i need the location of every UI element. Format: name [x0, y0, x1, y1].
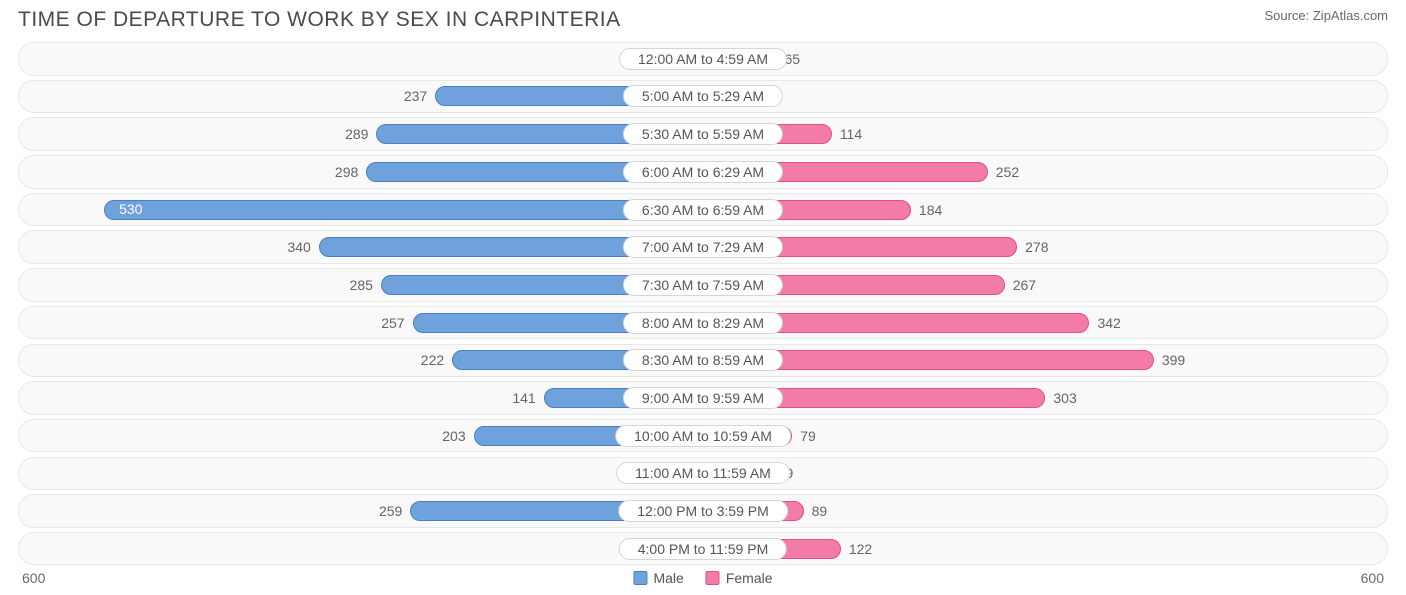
female-value: 267	[1005, 277, 1044, 293]
chart-row: 146512:00 AM to 4:59 AM	[18, 42, 1388, 76]
legend-swatch-female	[706, 571, 720, 585]
category-label: 5:30 AM to 5:59 AM	[623, 123, 783, 145]
male-value: 141	[504, 390, 543, 406]
legend-item-male: Male	[633, 570, 683, 586]
male-value: 237	[396, 88, 435, 104]
legend-swatch-male	[633, 571, 647, 585]
category-label: 6:00 AM to 6:29 AM	[623, 161, 783, 183]
female-value: 303	[1045, 390, 1084, 406]
category-label: 9:00 AM to 9:59 AM	[623, 387, 783, 409]
chart-title: TIME OF DEPARTURE TO WORK BY SEX IN CARP…	[18, 8, 621, 32]
male-value: 530	[111, 201, 150, 217]
male-value: 222	[413, 352, 452, 368]
chart-row: 259 89 12:00 PM to 3:59 PM	[18, 494, 1388, 528]
chart-row: 289 114 5:30 AM to 5:59 AM	[18, 117, 1388, 151]
male-value: 298	[327, 164, 366, 180]
chart-row: 141 303 9:00 AM to 9:59 AM	[18, 381, 1388, 415]
female-value: 89	[804, 503, 836, 519]
male-value: 289	[337, 126, 376, 142]
chart-row: 530 184 6:30 AM to 6:59 AM	[18, 193, 1388, 227]
female-value: 399	[1154, 352, 1193, 368]
male-value: 285	[342, 277, 381, 293]
female-value: 342	[1089, 315, 1128, 331]
legend: Male Female	[633, 570, 772, 586]
category-label: 11:00 AM to 11:59 AM	[616, 462, 790, 484]
legend-item-female: Female	[706, 570, 773, 586]
axis-max-right: 600	[1361, 570, 1384, 586]
category-label: 4:00 PM to 11:59 PM	[619, 538, 787, 560]
category-label: 6:30 AM to 6:59 AM	[623, 199, 783, 221]
chart-row: 261224:00 PM to 11:59 PM	[18, 532, 1388, 566]
chart-row: 237455:00 AM to 5:29 AM	[18, 80, 1388, 114]
category-label: 7:30 AM to 7:59 AM	[623, 274, 783, 296]
diverging-bar-chart: 146512:00 AM to 4:59 AM 237455:00 AM to 5…	[18, 42, 1388, 565]
female-value: 184	[911, 202, 950, 218]
x-axis: 600 Male Female 600	[18, 570, 1388, 586]
male-value: 340	[279, 239, 318, 255]
chart-row: 165911:00 AM to 11:59 AM	[18, 457, 1388, 491]
female-value: 114	[832, 126, 870, 142]
category-label: 8:00 AM to 8:29 AM	[623, 312, 783, 334]
female-value: 122	[841, 541, 880, 557]
male-value: 257	[373, 315, 412, 331]
chart-row: 257 342 8:00 AM to 8:29 AM	[18, 306, 1388, 340]
legend-label-male: Male	[653, 570, 683, 586]
chart-row: 203 7910:00 AM to 10:59 AM	[18, 419, 1388, 453]
chart-row: 285 267 7:30 AM to 7:59 AM	[18, 268, 1388, 302]
female-value: 278	[1017, 239, 1056, 255]
category-label: 12:00 AM to 4:59 AM	[619, 48, 787, 70]
male-bar: 530	[104, 200, 703, 220]
female-value: 252	[988, 164, 1027, 180]
category-label: 7:00 AM to 7:29 AM	[623, 236, 783, 258]
legend-label-female: Female	[726, 570, 773, 586]
chart-row: 298 252 6:00 AM to 6:29 AM	[18, 155, 1388, 189]
chart-row: 340 278 7:00 AM to 7:29 AM	[18, 230, 1388, 264]
male-value: 203	[434, 428, 473, 444]
category-label: 12:00 PM to 3:59 PM	[618, 500, 788, 522]
source-label: Source: ZipAtlas.com	[1264, 8, 1388, 23]
male-value: 259	[371, 503, 410, 519]
category-label: 5:00 AM to 5:29 AM	[623, 85, 783, 107]
category-label: 8:30 AM to 8:59 AM	[623, 349, 783, 371]
category-label: 10:00 AM to 10:59 AM	[615, 425, 791, 447]
female-value: 79	[792, 428, 824, 444]
axis-max-left: 600	[22, 570, 45, 586]
chart-row: 222 399 8:30 AM to 8:59 AM	[18, 344, 1388, 378]
